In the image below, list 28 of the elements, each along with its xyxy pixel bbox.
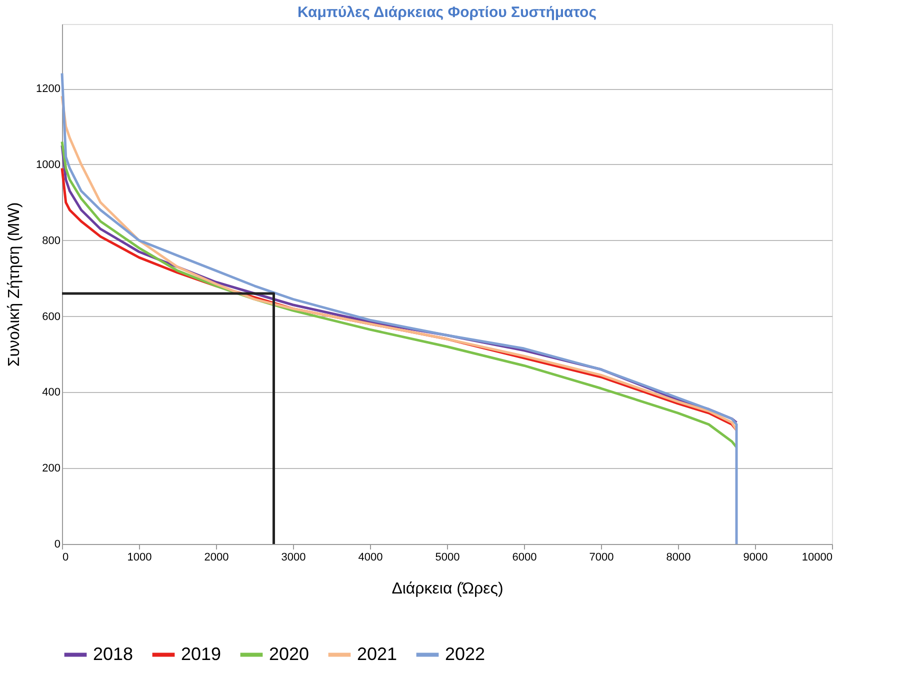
line-series — [60, 94, 738, 432]
y-tick-label: 0 — [54, 538, 60, 550]
y-tick-label: 400 — [42, 386, 60, 399]
x-tick-label: 7000 — [589, 552, 614, 564]
legend-label: 2020 — [269, 644, 310, 664]
x-tick-label: 9000 — [743, 552, 768, 564]
x-axis-title: Διάρκεια (Ώρες) — [392, 580, 504, 598]
y-axis-title: Συνολική Ζήτηση (MW) — [6, 202, 24, 367]
chart-title: Καμπύλες Διάρκειας Φορτίου Συστήματος — [297, 4, 597, 21]
x-tick-label: 1000 — [127, 552, 152, 564]
x-tick-label: 10000 — [802, 552, 832, 564]
x-tick-label: 5000 — [435, 552, 460, 564]
y-tick-label: 800 — [42, 234, 60, 247]
x-tick-label: 6000 — [512, 552, 537, 564]
x-tick-label: 3000 — [281, 552, 306, 564]
x-tick-label: 2000 — [204, 552, 229, 564]
legend-label: 2019 — [181, 644, 222, 664]
legend-label: 2018 — [93, 644, 134, 664]
y-tick-label: 200 — [42, 462, 60, 475]
y-tick-label: 1000 — [36, 158, 60, 171]
x-tick-label: 4000 — [358, 552, 383, 564]
legend-label: 2022 — [445, 644, 486, 664]
x-tick-label: 0 — [62, 552, 69, 564]
x-tick-label: 8000 — [666, 552, 691, 564]
line-series — [60, 72, 738, 546]
y-tick-label: 1200 — [36, 83, 60, 96]
y-tick-label: 600 — [42, 310, 60, 323]
legend-label: 2021 — [357, 644, 398, 664]
